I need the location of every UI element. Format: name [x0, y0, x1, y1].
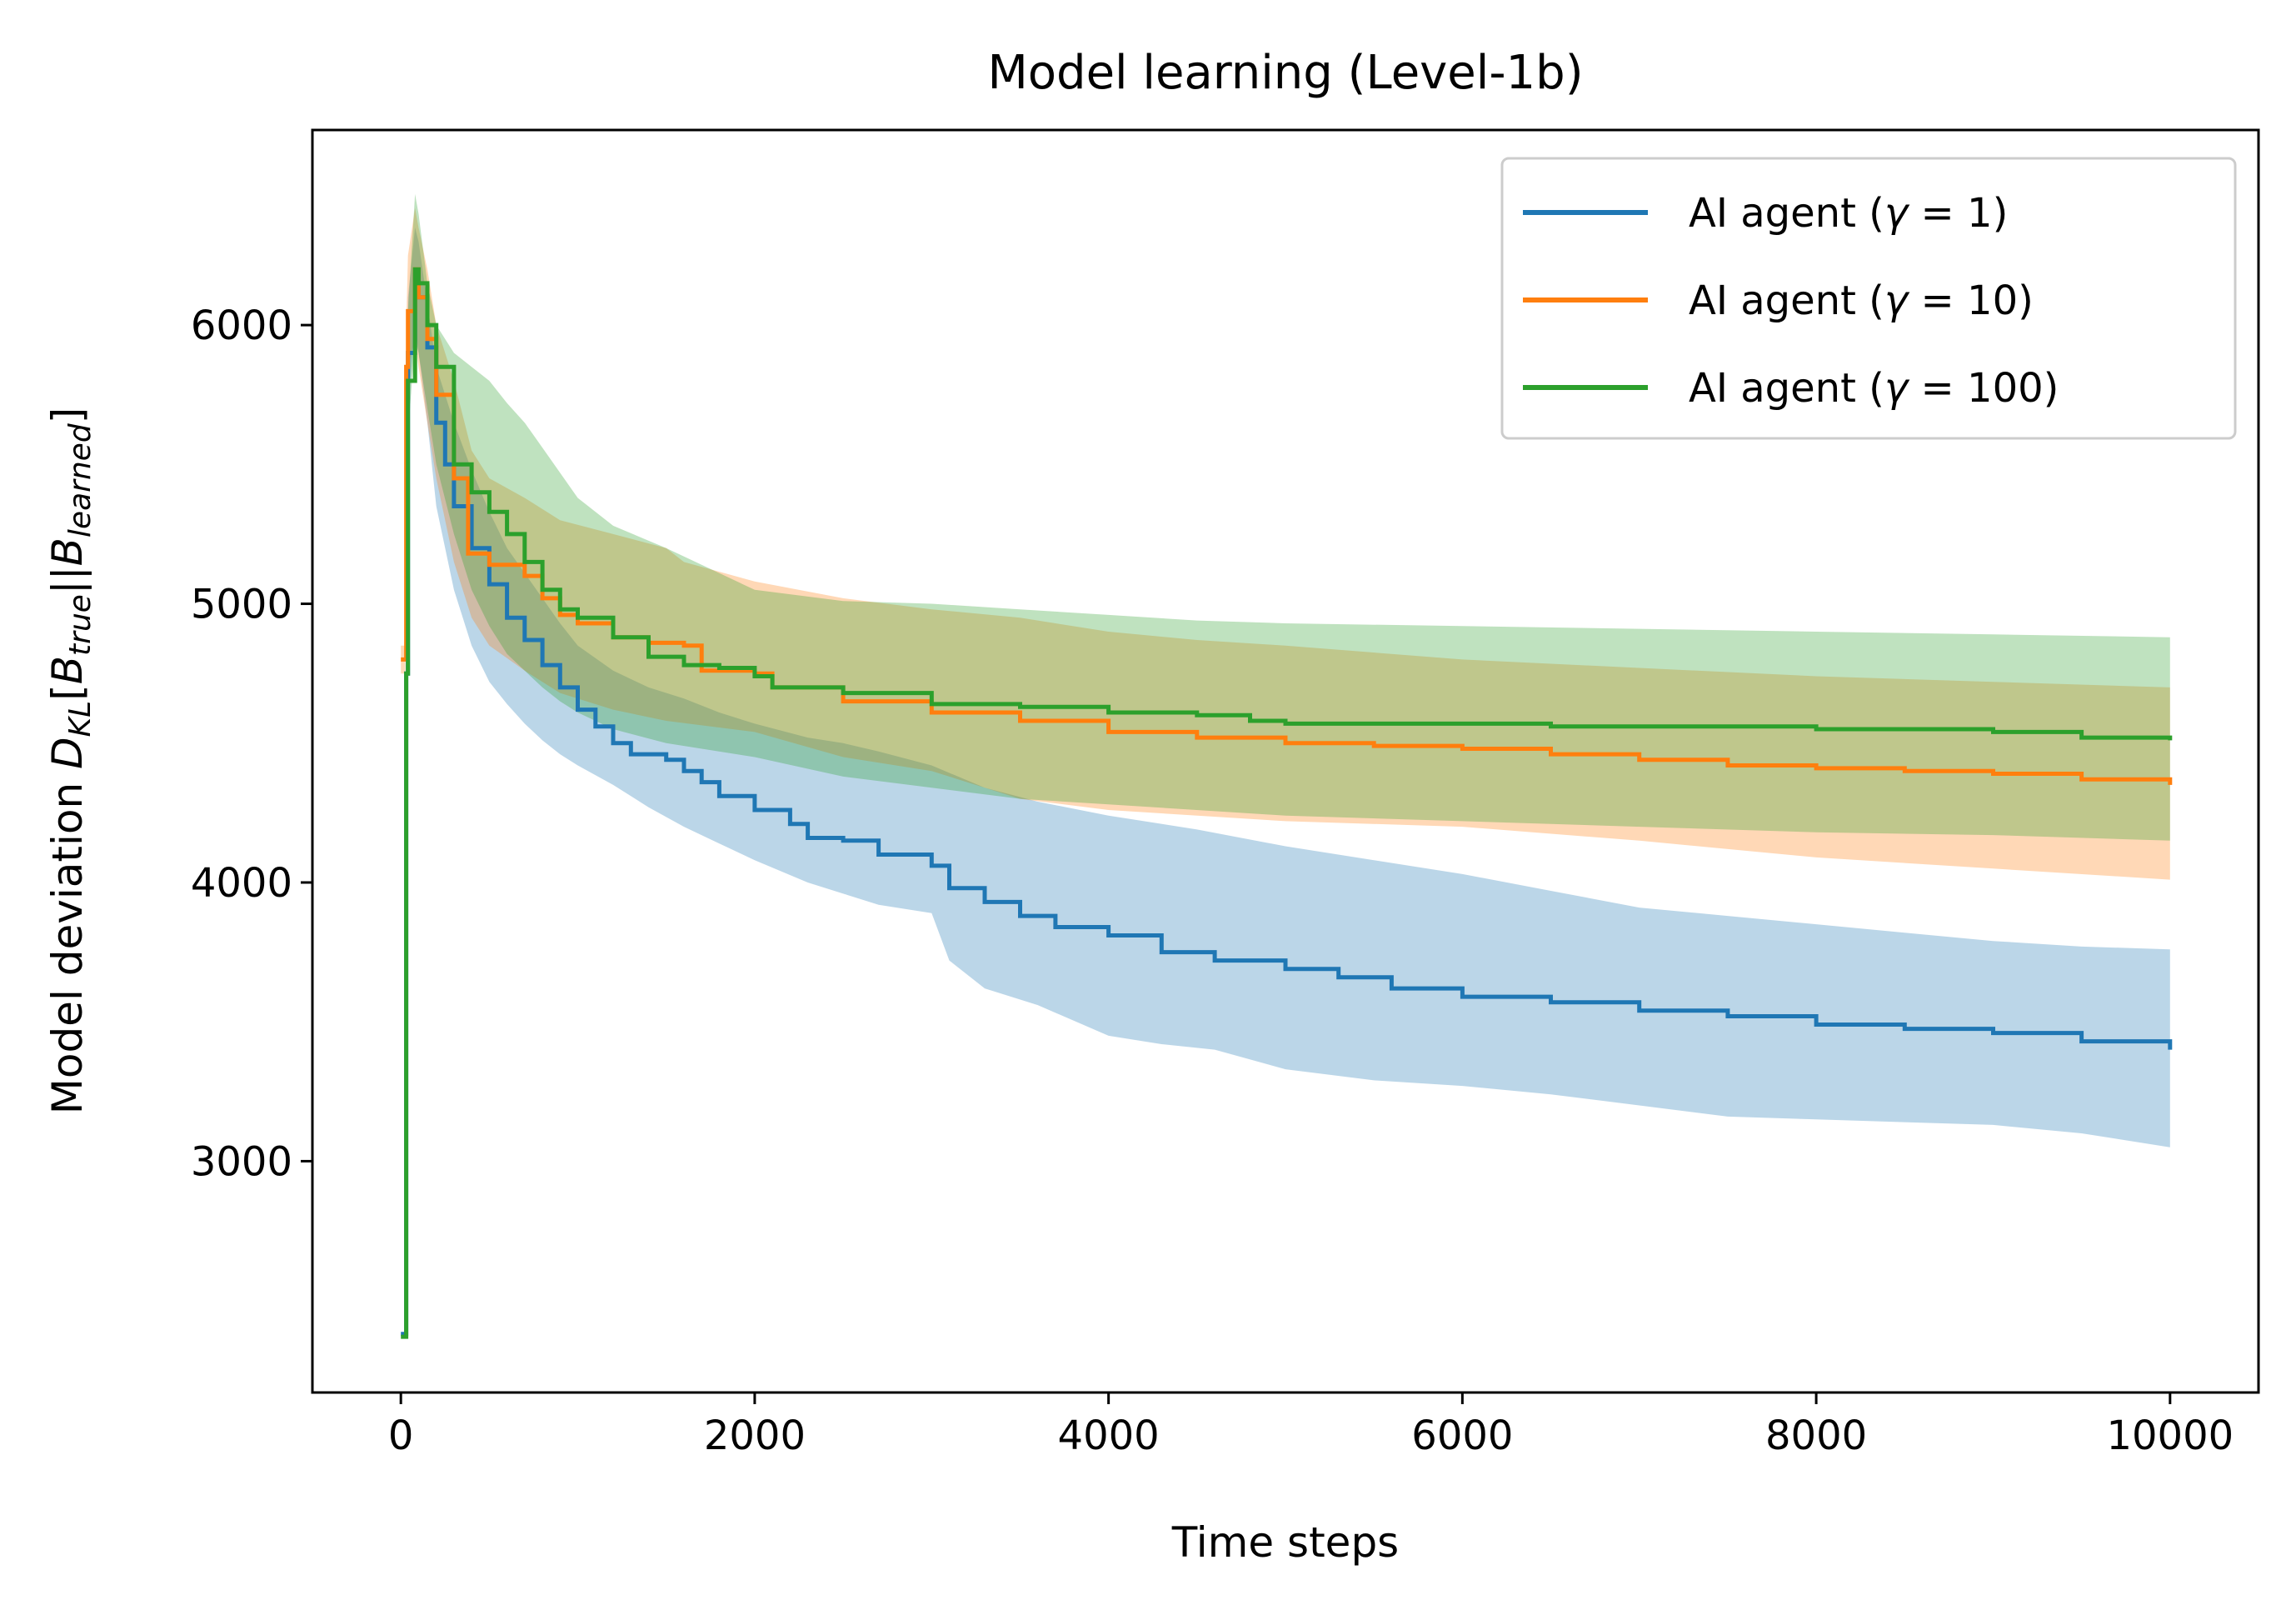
y-tick-label: 5000 — [191, 582, 292, 628]
plot-frame — [311, 128, 2260, 1394]
line-series-3 — [401, 267, 2173, 1339]
y-axis-label-b-learned: B — [43, 538, 92, 566]
y-tick-label: 4000 — [191, 860, 292, 907]
y-axis-label: Model deviation DKL[Btrue||Blearned] — [43, 408, 97, 1115]
x-tick-label: 4000 — [1058, 1412, 1160, 1459]
x-tick-label: 2000 — [704, 1412, 806, 1459]
chart-title: Model learning (Level-1b) — [987, 46, 1583, 100]
x-tick-label: 6000 — [1411, 1412, 1513, 1459]
y-axis-label-b-true: B — [43, 656, 92, 684]
x-tick-label: 10000 — [2106, 1412, 2234, 1459]
confidence-bands — [401, 193, 2170, 1338]
series-lines — [401, 267, 2173, 1339]
legend-label-series-3: AI agent (γ = 100) — [1689, 365, 2059, 412]
y-axis-ticks: 3000 4000 5000 6000 — [191, 302, 312, 1185]
x-axis-label: Time steps — [1171, 1518, 1399, 1567]
x-axis-ticks: 0 2000 4000 6000 8000 10000 — [388, 1392, 2234, 1459]
y-axis-label-b-true-sub: true — [63, 594, 97, 656]
legend-label-series-1: AI agent (γ = 1) — [1689, 190, 2008, 237]
band-series-2 — [401, 208, 2170, 880]
legend-box — [1500, 157, 2237, 440]
y-axis-label-d: D — [43, 737, 92, 769]
band-series-3 — [401, 193, 2170, 1338]
y-tick-label: 3000 — [191, 1138, 292, 1185]
y-tick-label: 6000 — [191, 302, 292, 349]
y-axis-label-prefix: Model deviation — [43, 769, 92, 1114]
y-axis-label-sep: || — [43, 566, 92, 594]
x-tick-label: 8000 — [1765, 1412, 1867, 1459]
band-series-1 — [401, 228, 2170, 1334]
legend-label-series-2: AI agent (γ = 10) — [1689, 278, 2034, 324]
legend: AI agent (γ = 1) AI agent (γ = 10) AI agen… — [1500, 157, 2237, 440]
y-axis-label-b-learned-sub: learned — [63, 422, 97, 538]
x-tick-label: 0 — [388, 1412, 414, 1459]
y-axis-label-open: [ — [43, 684, 92, 701]
legend-entries: AI agent (γ = 1) AI agent (γ = 10) AI agen… — [1523, 190, 2059, 412]
y-axis-label-d-sub: KL — [63, 701, 97, 738]
y-axis-label-close: ] — [43, 408, 92, 424]
